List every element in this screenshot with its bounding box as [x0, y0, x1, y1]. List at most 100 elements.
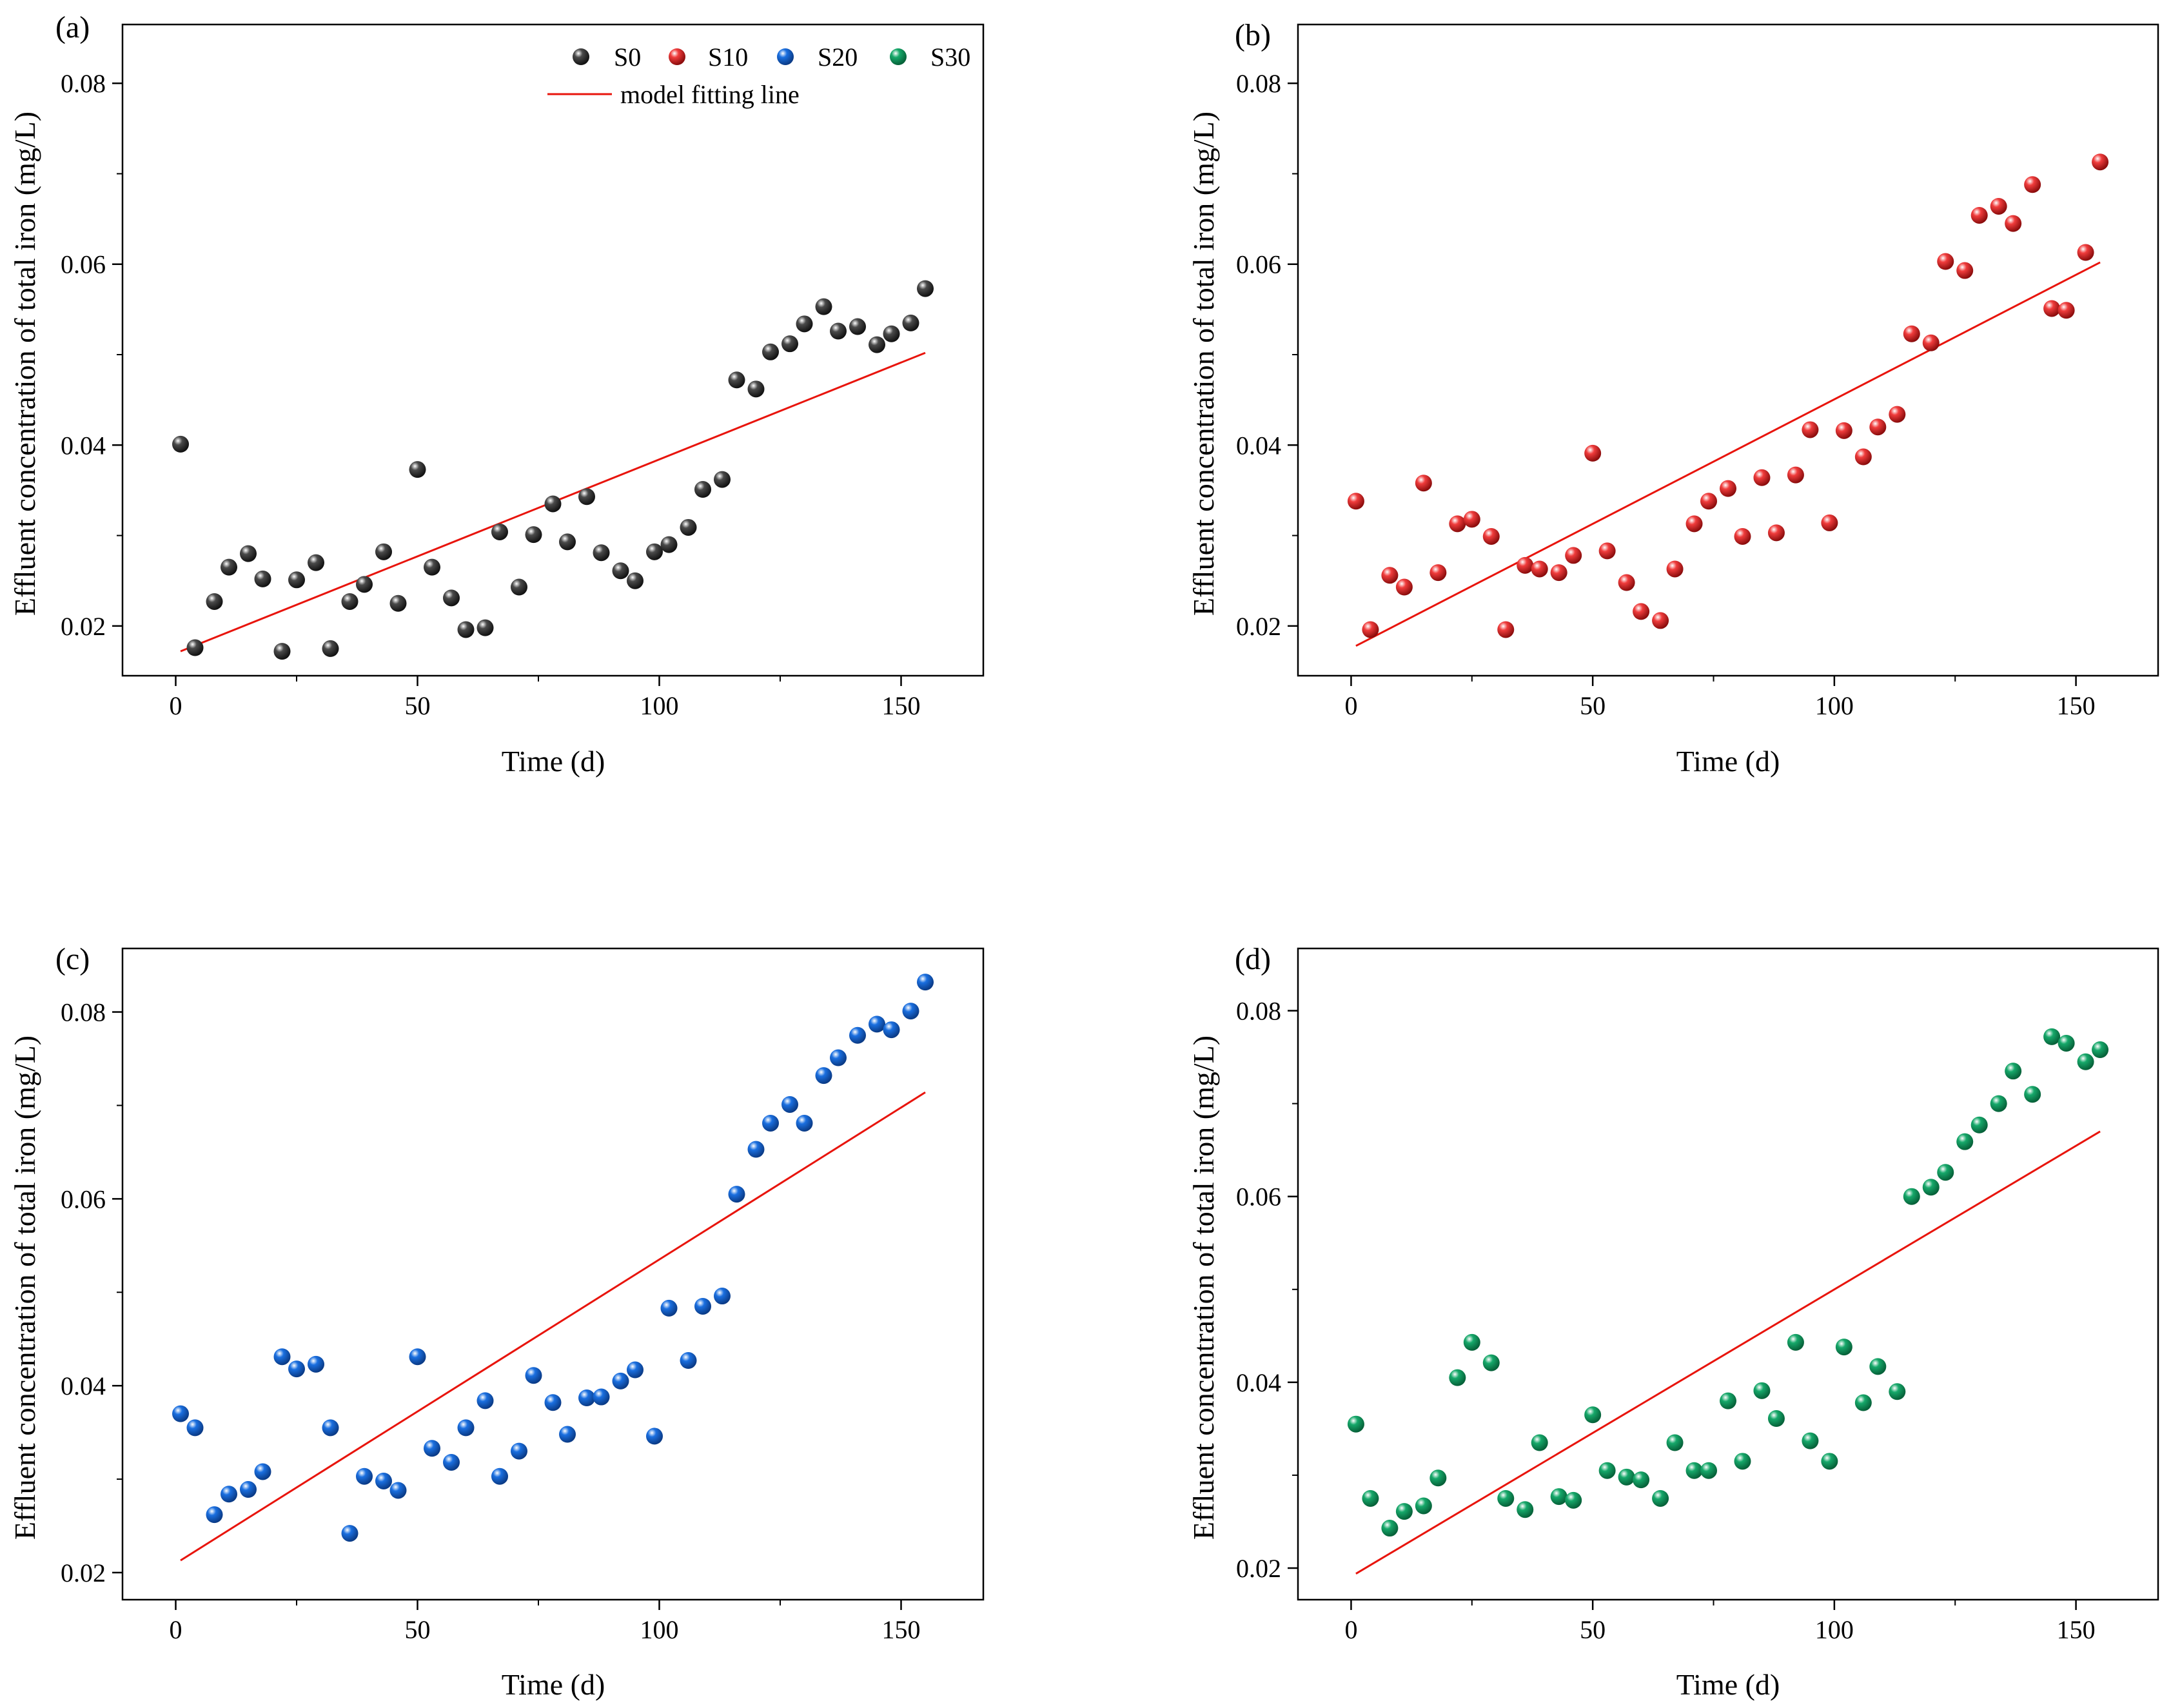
data-point	[1633, 1471, 1650, 1489]
data-point	[1767, 1410, 1785, 1428]
data-point	[1618, 1468, 1635, 1486]
data-point	[593, 544, 610, 562]
data-point	[206, 593, 223, 610]
x-tick-label: 0	[170, 691, 182, 720]
data-point	[1531, 560, 1548, 578]
panel-c: (c) Time (d) Effluent concentration of t…	[8, 942, 985, 1701]
data-point	[2092, 1041, 2109, 1059]
data-point	[1381, 567, 1399, 584]
panel-label: (a)	[55, 10, 90, 44]
x-axis-title: Time (d)	[502, 1668, 605, 1701]
data-point	[781, 1095, 798, 1113]
x-tick-label: 50	[1580, 691, 1606, 720]
data-point	[680, 1352, 697, 1369]
data-point	[1802, 1432, 1819, 1449]
data-point	[660, 536, 678, 553]
x-tick-label: 100	[640, 691, 679, 720]
y-tick-label: 0.08	[1236, 997, 1281, 1026]
data-point	[849, 318, 866, 335]
data-point	[612, 562, 629, 580]
panel-label: (c)	[55, 942, 90, 976]
data-point	[1903, 325, 1920, 342]
data-point	[409, 461, 426, 478]
data-point	[559, 533, 576, 551]
data-point	[1565, 1491, 1582, 1509]
data-point	[1854, 448, 1872, 466]
data-point	[476, 1392, 494, 1409]
y-axis-title: Effluent concentration of total iron (mg…	[8, 112, 41, 616]
data-point	[1584, 1406, 1602, 1424]
data-point	[1517, 1501, 1534, 1518]
data-point	[762, 1114, 779, 1132]
data-point	[457, 621, 475, 638]
data-point	[660, 1299, 678, 1317]
y-tick-label: 0.06	[1236, 1183, 1281, 1212]
x-tick-label: 150	[2057, 691, 2096, 720]
fit-line	[1355, 1130, 2101, 1575]
data-point	[1598, 1462, 1616, 1479]
data-point	[869, 336, 885, 353]
data-point	[559, 1426, 576, 1443]
x-axis-title: Time (d)	[1676, 745, 1780, 778]
y-tick-label: 0.04	[1236, 431, 1281, 460]
data-point	[781, 335, 798, 353]
legend-marker-S20	[777, 48, 794, 65]
data-point	[308, 1355, 324, 1373]
data-point	[1990, 1095, 2007, 1112]
data-point	[1395, 578, 1413, 596]
data-point	[206, 1506, 223, 1524]
data-point	[2092, 153, 2109, 171]
data-point	[1970, 206, 1988, 224]
data-point	[2024, 1086, 2041, 1103]
legend-marker-S0	[573, 48, 589, 65]
data-point	[1990, 197, 2007, 215]
y-tick-label: 0.06	[61, 1184, 106, 1213]
data-point	[443, 589, 460, 607]
data-point	[544, 495, 562, 513]
data-point	[883, 325, 900, 342]
data-point	[1482, 1354, 1500, 1371]
data-point	[1463, 1333, 1480, 1351]
data-point	[1787, 1333, 1804, 1351]
data-point	[1753, 469, 1771, 486]
data-point	[1787, 466, 1804, 484]
data-point	[1869, 418, 1887, 436]
data-point	[1903, 1188, 1920, 1205]
x-tick-label: 100	[1815, 691, 1854, 720]
data-point	[1497, 621, 1515, 638]
legend-label-S0: S0	[614, 43, 641, 72]
data-point	[1550, 1488, 1567, 1506]
legend-entry-S30: S30	[890, 43, 970, 72]
y-tick-label: 0.04	[1236, 1368, 1281, 1397]
data-point	[172, 435, 189, 453]
data-point	[273, 1348, 291, 1366]
plot-frame	[1297, 23, 2159, 677]
legend-entry-S0: S0	[573, 43, 641, 72]
data-point	[1550, 564, 1567, 582]
data-point	[917, 280, 934, 297]
data-point	[1584, 444, 1602, 462]
data-point	[1347, 493, 1364, 510]
data-point	[849, 1026, 866, 1044]
y-tick-label: 0.04	[61, 431, 106, 460]
data-point	[457, 1419, 475, 1437]
panel-a: (a) Time (d) Effluent concentration of t…	[8, 10, 985, 778]
x-tick-label: 100	[640, 1615, 679, 1644]
plot-frame	[1297, 947, 2159, 1601]
x-tick-label: 150	[882, 1615, 921, 1644]
data-point	[1598, 542, 1616, 560]
y-tick-label: 0.06	[1236, 250, 1281, 279]
data-point	[578, 1389, 595, 1407]
plot-frame	[121, 947, 985, 1601]
data-point	[2024, 176, 2041, 193]
data-point	[1956, 1133, 1974, 1150]
data-point	[240, 545, 257, 562]
data-point	[694, 1297, 711, 1315]
data-point	[375, 543, 392, 560]
y-tick-label: 0.02	[1236, 612, 1281, 641]
plot-area-d: 0 50 100 150 0.02 0.04 0.06 0.08	[1236, 947, 2159, 1644]
data-point	[2077, 1053, 2094, 1070]
data-point	[2005, 1063, 2022, 1080]
data-point	[2058, 1034, 2075, 1052]
